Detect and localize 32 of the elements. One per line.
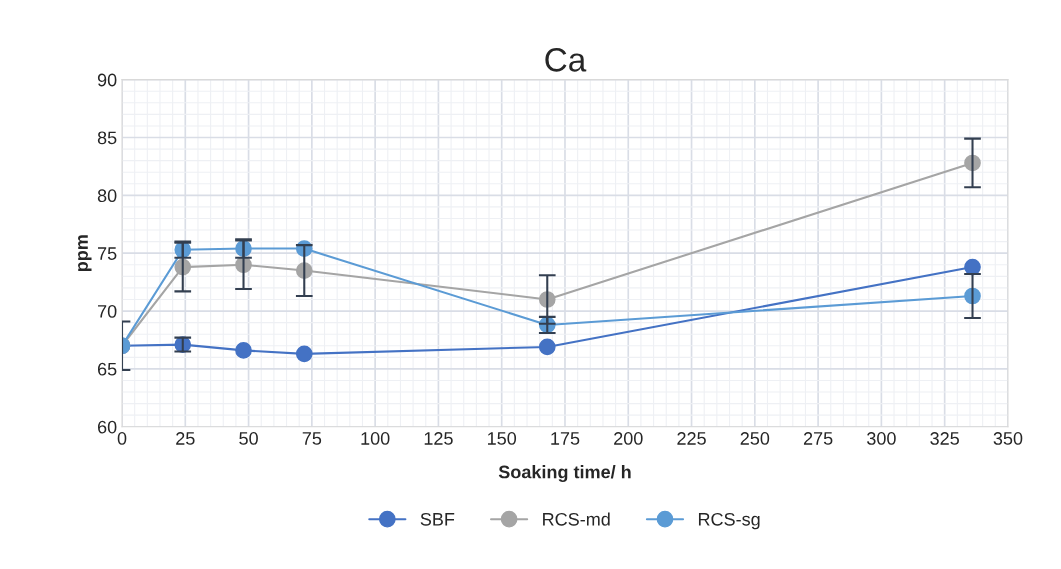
x-tick-label: 50 bbox=[239, 432, 258, 445]
x-tick-label: 25 bbox=[176, 432, 195, 445]
x-tick-label: 75 bbox=[302, 432, 322, 445]
x-tick-label: 325 bbox=[930, 432, 959, 445]
y-tick-label: 60 bbox=[97, 420, 117, 434]
x-tick-label: 125 bbox=[424, 432, 453, 445]
chart-title: Ca bbox=[545, 48, 587, 72]
x-tick-label: 200 bbox=[614, 432, 643, 445]
legend-label: SBF bbox=[420, 512, 455, 526]
x-tick-label: 350 bbox=[993, 432, 1023, 445]
x-tick-label: 275 bbox=[803, 432, 833, 445]
x-tick-label: 225 bbox=[677, 432, 706, 445]
legend-label: RCS-md bbox=[543, 512, 610, 526]
y-tick-label: 80 bbox=[97, 189, 117, 203]
point bbox=[538, 338, 556, 356]
x-axis-title: Soaking time/ h bbox=[498, 465, 631, 483]
y-axis-title: ppm bbox=[78, 235, 92, 272]
point bbox=[295, 345, 313, 363]
x-tick-label: 300 bbox=[867, 432, 896, 445]
y-tick-label: 65 bbox=[97, 362, 117, 376]
x-tick-label: 0 bbox=[117, 432, 127, 445]
x-tick-label: 250 bbox=[740, 432, 770, 445]
x-tick-label: 100 bbox=[361, 432, 390, 445]
point bbox=[964, 258, 981, 276]
y-tick-label: 85 bbox=[97, 131, 117, 145]
point bbox=[235, 342, 252, 359]
x-tick-label: 175 bbox=[551, 432, 580, 445]
y-tick-label: 70 bbox=[98, 304, 117, 318]
y-tick-label: 75 bbox=[98, 247, 117, 260]
x-tick-label: 150 bbox=[488, 432, 517, 445]
y-tick-label: 90 bbox=[97, 73, 117, 87]
legend-label: RCS-sg bbox=[698, 512, 760, 530]
